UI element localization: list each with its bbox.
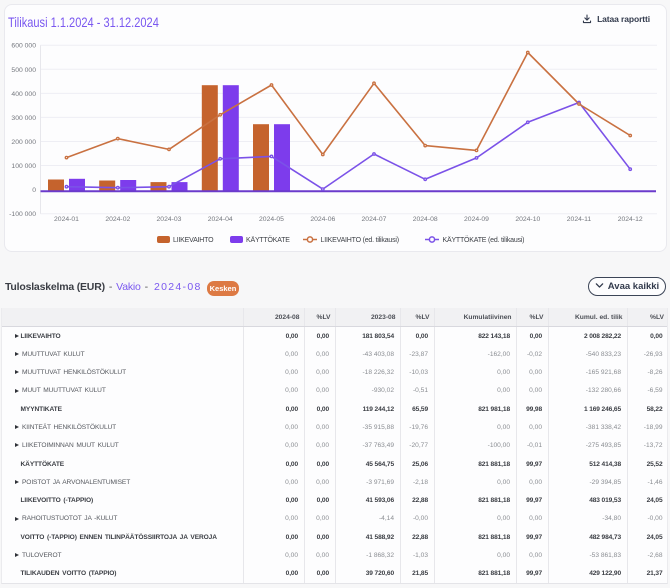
svg-text:2024-06: 2024-06	[310, 216, 335, 223]
svg-text:2024-10: 2024-10	[515, 216, 540, 223]
svg-text:500 000: 500 000	[11, 67, 36, 74]
svg-text:600 000: 600 000	[11, 43, 36, 50]
svg-text:2024-04: 2024-04	[208, 216, 233, 223]
svg-text:2024-11: 2024-11	[567, 216, 592, 223]
svg-text:2024-12: 2024-12	[618, 216, 643, 223]
svg-text:2024-03: 2024-03	[157, 216, 182, 223]
svg-text:KÄYTTÖKATE: KÄYTTÖKATE	[246, 236, 290, 244]
svg-text:0: 0	[32, 187, 36, 194]
svg-text:400 000: 400 000	[11, 91, 36, 98]
svg-text:200 000: 200 000	[11, 139, 36, 146]
svg-text:2024-07: 2024-07	[362, 216, 387, 223]
svg-text:LIIKEVAIHTO: LIIKEVAIHTO	[173, 237, 214, 244]
svg-text:KÄYTTÖKATE (ed. tilikausi): KÄYTTÖKATE (ed. tilikausi)	[443, 236, 525, 244]
svg-text:2024-01: 2024-01	[54, 216, 79, 223]
svg-text:300 000: 300 000	[11, 115, 36, 122]
svg-text:100 000: 100 000	[11, 163, 36, 170]
svg-text:LIIKEVAIHTO (ed. tilikausi): LIIKEVAIHTO (ed. tilikausi)	[321, 237, 399, 244]
svg-text:2024-02: 2024-02	[105, 216, 130, 223]
svg-text:2024-08: 2024-08	[413, 216, 438, 223]
svg-text:2024-09: 2024-09	[464, 216, 489, 223]
svg-text:2024-05: 2024-05	[259, 216, 284, 223]
svg-text:-100 000: -100 000	[9, 211, 36, 218]
